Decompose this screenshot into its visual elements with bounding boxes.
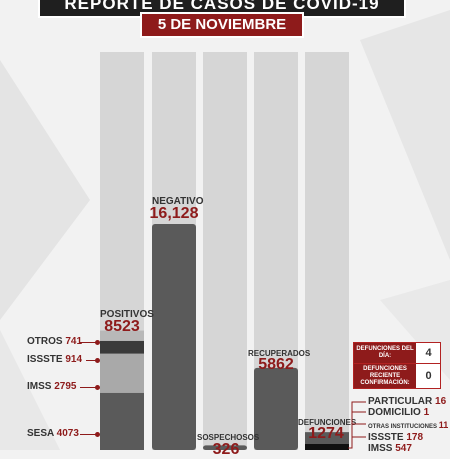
info-row-reciente-confirmacion: DEFUNCIONES RECIENTE CONFIRMACIÓN: 0 (354, 364, 440, 388)
bar-segment-issste (100, 340, 144, 354)
info-label: DEFUNCIONES DEL DÍA: (354, 343, 416, 363)
breakdown-otros-label: OTROS 741 (27, 336, 83, 347)
breakdown-imss-label: IMSS 2795 (27, 381, 77, 392)
breakdown-otros-tick (80, 340, 100, 345)
label-recuperados: RECUPERADOS (248, 349, 311, 358)
info-label: DEFUNCIONES RECIENTE CONFIRMACIÓN: (354, 364, 416, 388)
breakdown-issste-tick (86, 358, 100, 363)
value-recuperados: 5862 (258, 356, 294, 373)
breakdown-issste-label: ISSSTE 914 (27, 354, 83, 365)
def-otras: OTRAS INSTITUCIONES 11 (368, 420, 449, 430)
info-box: DEFUNCIONES DEL DÍA: 4 DEFUNCIONES RECIE… (353, 342, 441, 389)
def-domicilio: DOMICILIO 1 (368, 407, 430, 418)
bar-segment-sesa (100, 392, 144, 450)
label-sospechosos: SOSPECHOSOS (197, 433, 260, 442)
def-particular: PARTICULAR 16 (368, 396, 447, 407)
header-date: 5 DE NOVIEMBRE (140, 12, 304, 38)
bar-segment-imss (100, 353, 144, 393)
def-issste: ISSSTE 178 (368, 432, 424, 443)
bar-track-sospechosos (203, 52, 247, 450)
value-positivos: 8523 (104, 318, 140, 335)
info-value: 0 (425, 370, 432, 382)
info-row-defunciones-dia: DEFUNCIONES DEL DÍA: 4 (354, 343, 440, 364)
label-defunciones: DEFUNCIONES (298, 418, 357, 427)
header-title: REPORTE DE CASOS DE COVID-19 (38, 0, 406, 18)
bar-negativo (152, 224, 196, 450)
breakdown-sesa-tick (80, 432, 100, 437)
def-imss: IMSS 547 (368, 443, 412, 454)
value-negativo: 16,128 (149, 205, 199, 222)
value-defunciones: 1274 (308, 425, 344, 442)
bar-track-defunciones (305, 52, 349, 450)
bar-segment-otros (100, 330, 144, 341)
bar-recuperados (254, 367, 298, 450)
breakdown-sesa-label: SESA 4073 (27, 428, 79, 439)
info-value: 4 (425, 347, 432, 359)
bar-sospechosos (203, 445, 247, 450)
label-positivos: POSITIVOS (100, 309, 154, 320)
bar-defunciones-base (305, 444, 349, 450)
label-negativo: NEGATIVO (152, 196, 204, 207)
breakdown-imss-tick (80, 385, 100, 390)
